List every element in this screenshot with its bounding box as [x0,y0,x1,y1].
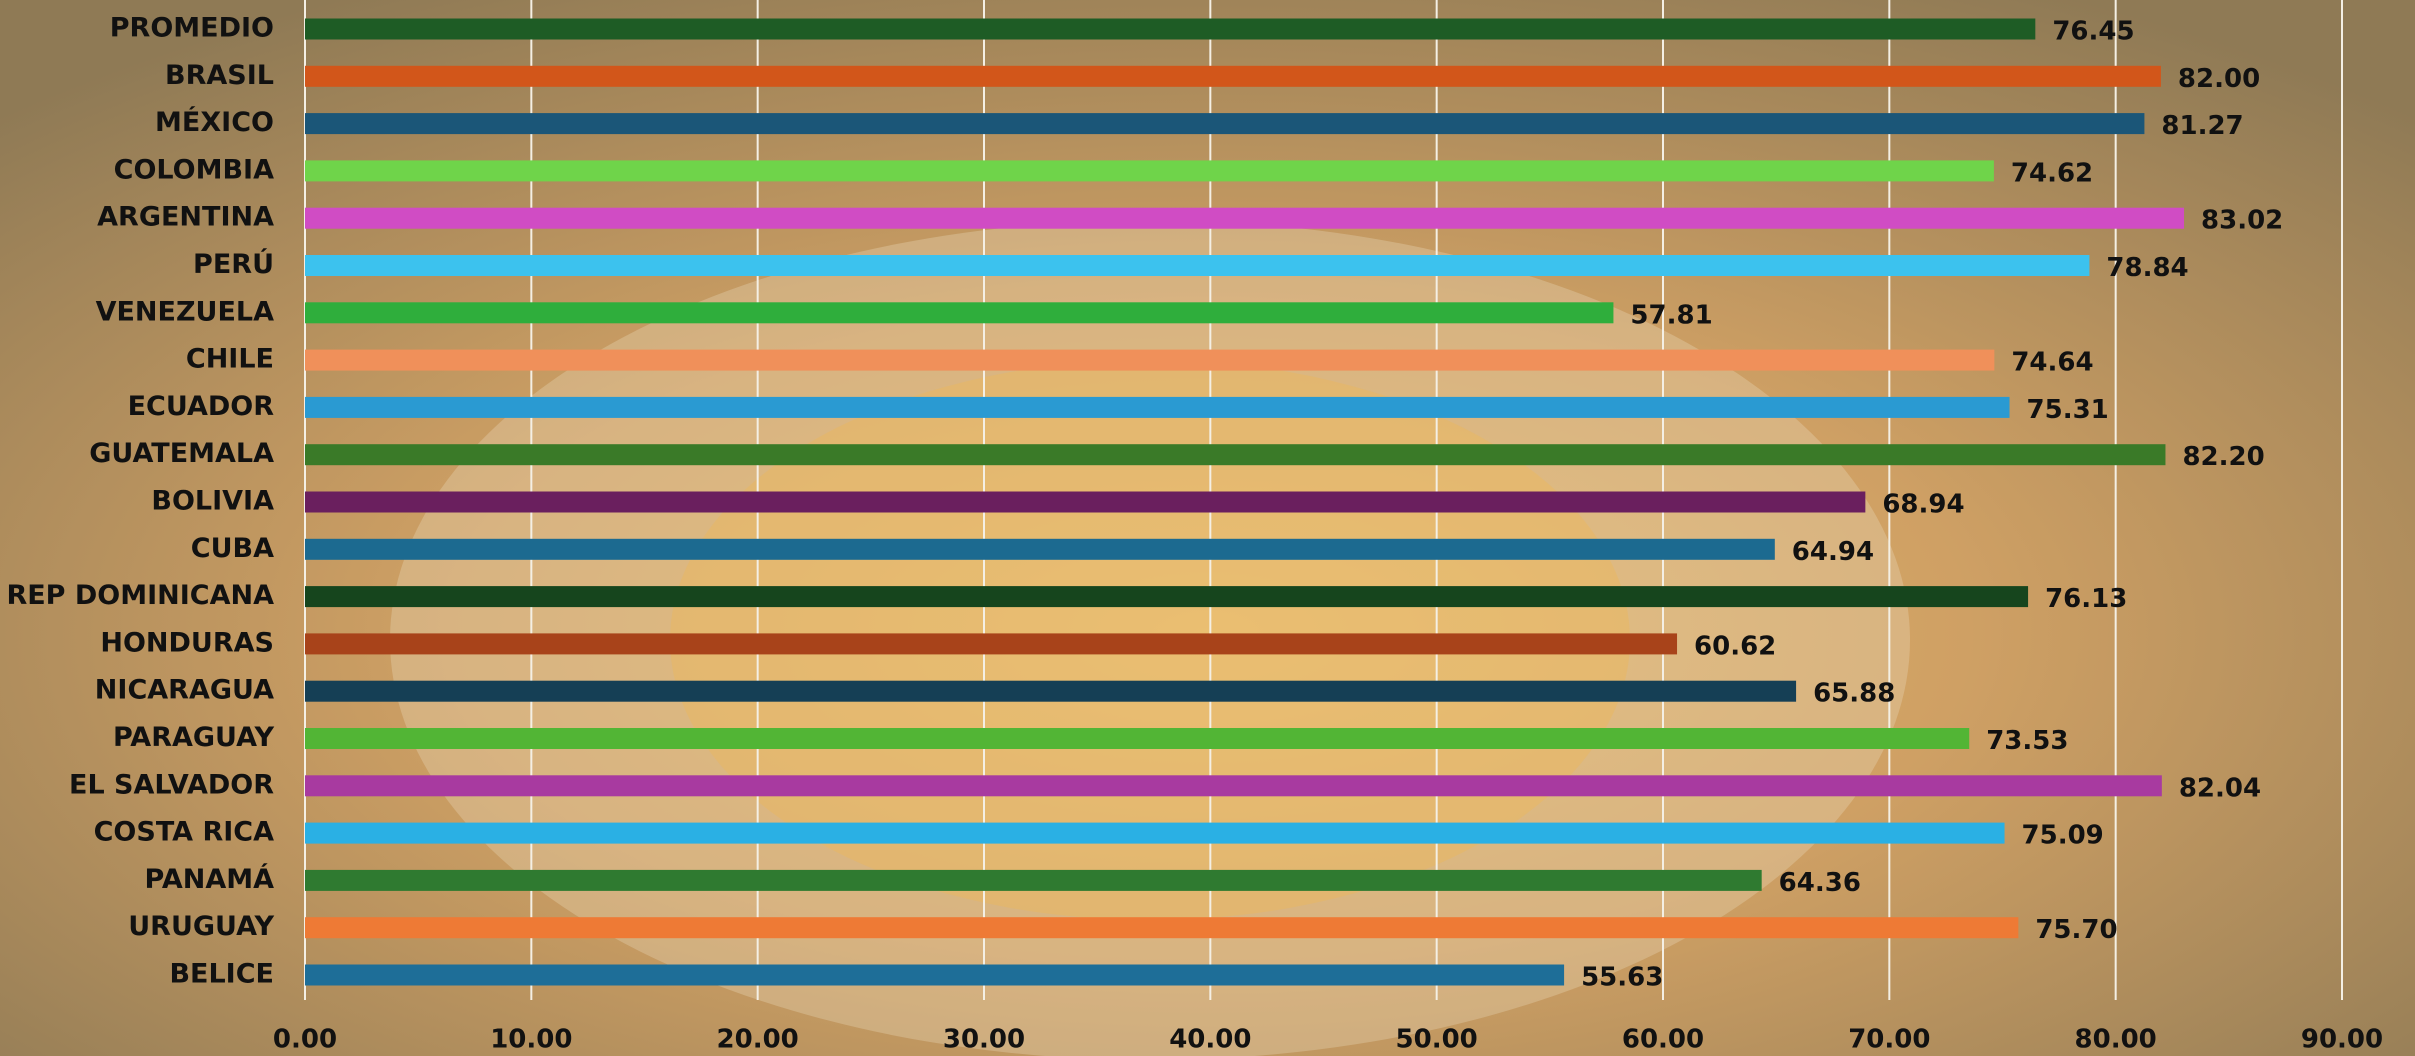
x-tick-label: 40.00 [1169,1025,1251,1055]
y-tick-label: COSTA RICA [94,817,274,848]
bar [305,964,1565,986]
y-tick-label: BRASIL [165,60,274,91]
x-tick-label: 50.00 [1396,1025,1478,1055]
y-tick-label: HONDURAS [100,627,274,658]
data-label: 76.45 [2052,17,2134,47]
x-tick-label: 80.00 [2075,1025,2157,1055]
data-label: 64.36 [1779,868,1861,898]
data-label: 76.13 [2045,584,2127,614]
data-label: 57.81 [1630,300,1712,330]
bar [305,396,2010,418]
bar [305,65,2161,87]
data-label: 60.62 [1694,631,1776,661]
data-label: 74.62 [2011,158,2093,188]
x-tick-label: 0.00 [273,1025,337,1055]
bar [305,633,1678,655]
bar [305,538,1775,560]
bar [305,869,1762,891]
y-tick-label: BOLIVIA [151,486,274,517]
bar [305,680,1797,702]
y-tick-label: ECUADOR [128,391,275,422]
x-tick-label: 20.00 [717,1025,799,1055]
y-tick-label: PARAGUAY [113,722,274,753]
data-label: 82.20 [2182,442,2264,472]
y-tick-label: PROMEDIO [110,13,274,44]
y-tick-label: BELICE [169,959,274,990]
data-label: 64.94 [1792,537,1874,567]
y-tick-label: MÉXICO [155,106,274,138]
y-tick-label: EL SALVADOR [69,769,274,800]
data-label: 55.63 [1581,963,1663,993]
bar [305,207,2185,229]
y-tick-label: VENEZUELA [96,296,275,327]
bar [305,349,1995,371]
data-label: 82.04 [2179,773,2261,803]
bar [305,491,1866,513]
data-label: 68.94 [1882,490,1964,520]
y-tick-label: CUBA [191,533,274,564]
data-label: 82.00 [2178,64,2260,94]
bar [305,302,1614,324]
x-tick-label: 30.00 [943,1025,1025,1055]
y-tick-label: CHILE [186,344,274,375]
bar [305,160,1994,182]
data-label: 75.09 [2022,821,2104,851]
x-tick-label: 70.00 [1848,1025,1930,1055]
data-label: 75.31 [2027,395,2109,425]
data-label: 65.88 [1813,679,1895,709]
x-tick-label: 60.00 [1622,1025,1704,1055]
bar [305,18,2036,40]
bar [305,586,2029,608]
data-label: 73.53 [1986,726,2068,756]
y-tick-label: PANAMÁ [145,863,275,895]
y-tick-label: PERÚ [193,248,274,280]
y-tick-label: ARGENTINA [97,202,274,233]
y-tick-label: COLOMBIA [114,154,274,185]
x-tick-label: 90.00 [2301,1025,2383,1055]
bar [305,917,2019,939]
bar [305,728,1970,749]
bar [305,775,2162,797]
y-tick-label: NICARAGUA [95,675,274,706]
data-label: 83.02 [2201,206,2283,236]
bar [305,444,2166,466]
data-label: 78.84 [2106,253,2188,283]
x-tick-label: 10.00 [490,1025,572,1055]
bar [305,113,2145,135]
bar [305,255,2090,276]
data-label: 74.64 [2011,348,2093,378]
y-tick-label: REP DOMINICANA [6,580,274,611]
y-tick-label: URUGUAY [128,911,274,942]
data-label: 81.27 [2161,111,2243,141]
y-tick-label: GUATEMALA [89,438,274,469]
data-label: 75.70 [2035,915,2117,945]
bar [305,822,2005,844]
